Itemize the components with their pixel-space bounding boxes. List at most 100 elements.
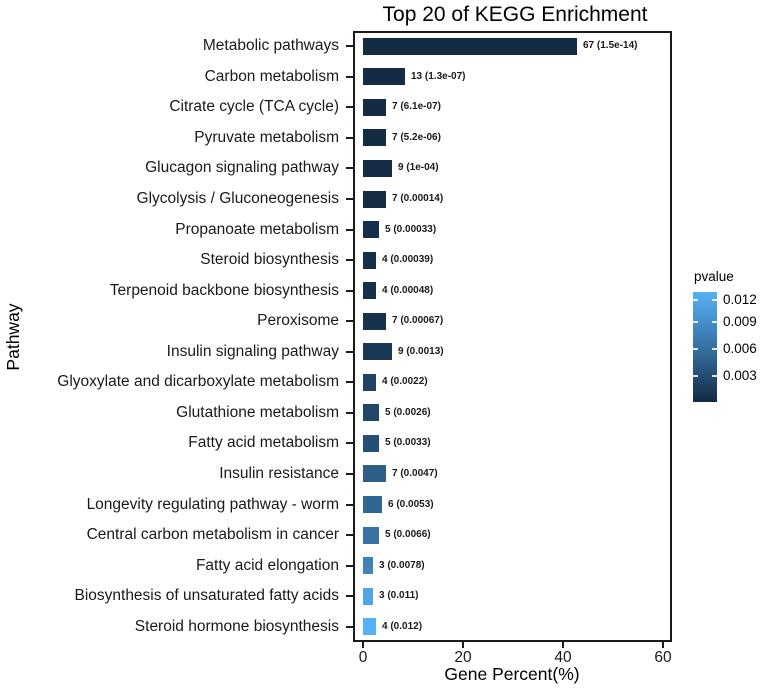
legend-tick-notch [712, 299, 717, 301]
bar-value-label: 4 (0.0022) [382, 376, 428, 388]
bar [363, 37, 577, 55]
legend-gradient-bar [693, 292, 717, 402]
bar-value-label: 67 (1.5e-14) [583, 40, 638, 52]
y-axis-label: Carbon metabolism [204, 67, 339, 85]
y-axis-tick [346, 625, 353, 628]
y-axis-label: Steroid biosynthesis [200, 251, 339, 269]
y-axis-label: Citrate cycle (TCA cycle) [169, 98, 339, 116]
legend-tick-label: 0.009 [723, 314, 757, 329]
bar [363, 526, 379, 544]
bar-value-label: 9 (0.0013) [398, 345, 444, 357]
bar-value-label: 5 (0.00033) [385, 223, 437, 235]
y-axis-label: Fatty acid metabolism [188, 434, 339, 452]
y-axis-tick [346, 289, 353, 292]
y-axis-tick [346, 106, 353, 109]
bar [363, 129, 386, 147]
bar-value-label: 7 (6.1e-07) [392, 101, 441, 113]
y-axis-tick [346, 564, 353, 567]
bar [363, 251, 376, 269]
bar-value-label: 9 (1e-04) [398, 162, 439, 174]
bar [363, 98, 386, 116]
bar-value-label: 4 (0.012) [382, 620, 423, 632]
bar-value-label: 7 (5.2e-06) [392, 131, 441, 143]
bar [363, 557, 373, 575]
y-axis-label: Glycolysis / Gluconeogenesis [136, 190, 339, 208]
y-axis-label: Terpenoid backbone biosynthesis [109, 281, 339, 299]
bar [363, 282, 376, 300]
chart-title: Top 20 of KEGG Enrichment [382, 3, 648, 26]
legend-tick-label: 0.012 [723, 292, 757, 307]
y-axis-tick [346, 595, 353, 598]
y-axis-label: Insulin resistance [219, 464, 339, 482]
legend-tick-notch [693, 299, 698, 301]
y-axis-label: Fatty acid elongation [195, 556, 339, 574]
x-axis-tick [562, 642, 564, 648]
legend-tick-label: 0.003 [723, 368, 757, 383]
bar [363, 618, 376, 636]
y-axis-tick [346, 320, 353, 323]
legend-tick-notch [712, 348, 717, 350]
x-axis-tick-label: 20 [454, 649, 472, 666]
bar [363, 587, 373, 605]
bar [363, 221, 379, 239]
x-axis-tick-label: 0 [358, 649, 368, 666]
y-axis-tick [346, 259, 353, 262]
plot-panel [353, 31, 672, 642]
y-axis-tick [346, 534, 353, 537]
x-axis-tick [462, 642, 464, 648]
bar-value-label: 5 (0.0026) [385, 406, 431, 418]
bar [363, 465, 386, 483]
bar-value-label: 3 (0.0078) [379, 559, 425, 571]
bar-value-label: 4 (0.00048) [382, 284, 434, 296]
y-axis-label: Glucagon signaling pathway [145, 159, 339, 177]
legend-tick-notch [712, 375, 717, 377]
bar-value-label: 7 (0.00014) [392, 193, 444, 205]
legend-title: pvalue [694, 269, 734, 284]
y-axis-tick [346, 472, 353, 475]
y-axis-label: Longevity regulating pathway - worm [86, 495, 339, 513]
y-axis-tick [346, 442, 353, 445]
bar-value-label: 3 (0.011) [379, 590, 419, 602]
legend-tick-notch [712, 321, 717, 323]
legend-tick-notch [693, 375, 698, 377]
y-axis-tick [346, 136, 353, 139]
bar [363, 404, 379, 422]
bar [363, 496, 382, 514]
y-axis-label: Propanoate metabolism [175, 220, 339, 238]
x-axis-tick-label: 60 [654, 649, 672, 666]
bar-value-label: 6 (0.0053) [388, 498, 434, 510]
y-axis-label: Glyoxylate and dicarboxylate metabolism [57, 373, 339, 391]
y-axis-tick [346, 228, 353, 231]
bar-value-label: 4 (0.00039) [382, 254, 434, 266]
x-axis-tick [662, 642, 664, 648]
legend-tick-label: 0.006 [723, 341, 757, 356]
bar [363, 190, 386, 208]
y-axis-title: Pathway [3, 303, 23, 371]
y-axis-label: Steroid hormone biosynthesis [134, 617, 339, 635]
y-axis-tick [346, 381, 353, 384]
bar [363, 343, 392, 361]
y-axis-tick [346, 45, 353, 48]
y-axis-label: Metabolic pathways [202, 37, 339, 55]
y-axis-tick [346, 350, 353, 353]
bar-value-label: 13 (1.3e-07) [411, 70, 466, 82]
bar [363, 434, 379, 452]
x-axis-tick [362, 642, 364, 648]
y-axis-label: Central carbon metabolism in cancer [86, 526, 339, 544]
y-axis-tick [346, 167, 353, 170]
y-axis-tick [346, 411, 353, 414]
bar [363, 68, 405, 86]
bar [363, 312, 386, 330]
bar-value-label: 5 (0.0033) [385, 437, 431, 449]
bar [363, 159, 392, 177]
bar [363, 373, 376, 391]
y-axis-label: Insulin signaling pathway [166, 342, 339, 360]
y-axis-label: Pyruvate metabolism [194, 128, 339, 146]
legend-tick-notch [693, 348, 698, 350]
bar-value-label: 7 (0.0047) [392, 467, 438, 479]
y-axis-tick [346, 198, 353, 201]
y-axis-label: Peroxisome [257, 312, 339, 330]
bar-value-label: 5 (0.0066) [385, 529, 431, 541]
legend-tick-notch [693, 321, 698, 323]
